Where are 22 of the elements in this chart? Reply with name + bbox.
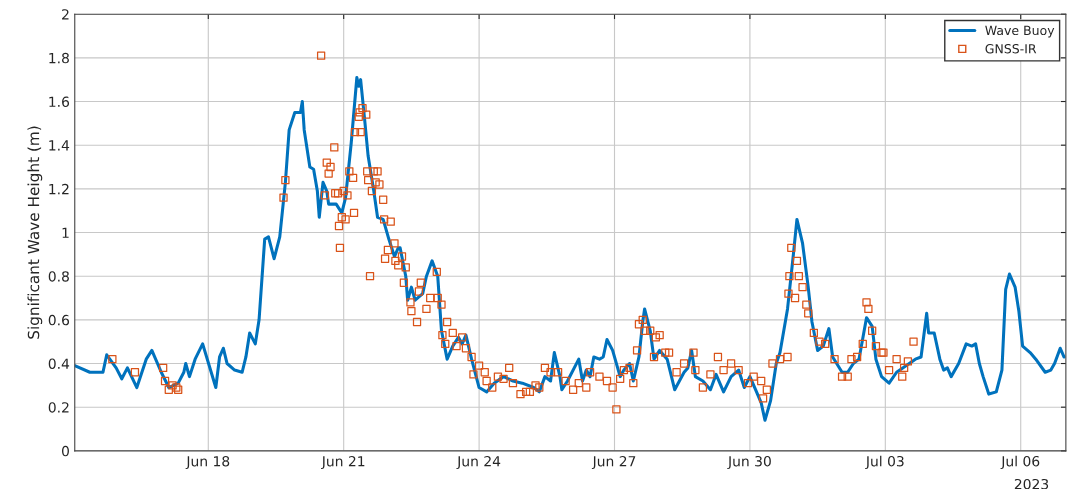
y-tick-label: 1.6 <box>49 96 70 107</box>
y-tick-label: 1.4 <box>49 140 70 151</box>
y-tick-label: 1 <box>62 227 69 238</box>
x-tick-label: Jul 03 <box>865 455 904 470</box>
x-tick-label: Jul 06 <box>1000 455 1040 470</box>
y-tick-label: 0 <box>61 445 69 457</box>
x-tick-label: Jun 18 <box>185 455 230 470</box>
x-tick-label: Jun 30 <box>727 455 771 470</box>
legend-label: GNSS-IR <box>985 44 1037 54</box>
y-tick-label: 0.4 <box>48 358 70 369</box>
y-tick-label: 1.8 <box>49 52 69 64</box>
x-tick-label: Jun 24 <box>456 455 501 470</box>
y-axis-title: Significant Wave Height (m) <box>27 126 43 339</box>
y-tick-label: 0.8 <box>48 271 69 282</box>
text: 2023 <box>1014 478 1049 489</box>
x-tick-label: Jun 27 <box>591 455 636 470</box>
y-tick-label: 1.2 <box>49 183 69 195</box>
x-tick-label: Jun 21 <box>321 455 365 470</box>
y-tick-label: 2 <box>62 9 69 20</box>
legend-label: Wave Buoy <box>985 25 1055 38</box>
y-tick-label: 0.6 <box>48 314 70 326</box>
y-tick-label: 0.2 <box>48 402 69 413</box>
